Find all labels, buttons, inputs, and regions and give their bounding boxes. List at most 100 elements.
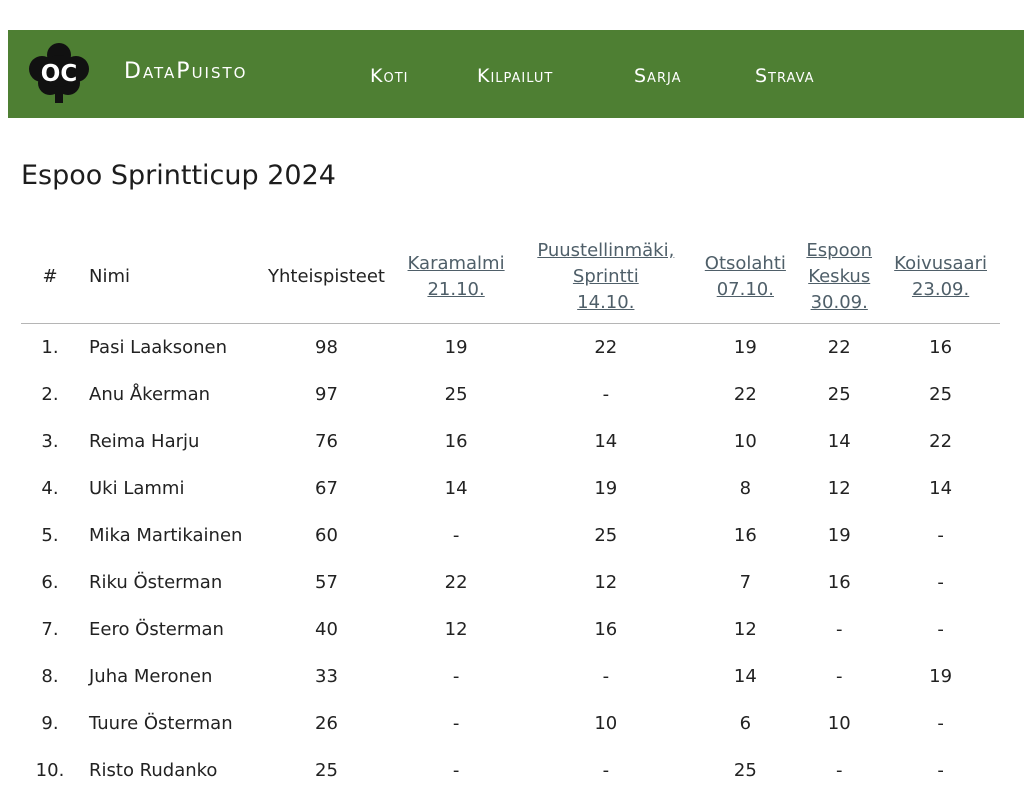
score-cell: 16 bbox=[594, 619, 618, 640]
header-event-puustellinmaki: Puustellinmäki, Sprintti 14.10. bbox=[518, 230, 694, 324]
score-cell: 14 bbox=[594, 431, 618, 452]
score-cell: 25 bbox=[444, 384, 468, 405]
score-cell: - bbox=[937, 525, 944, 546]
rank-cell: 3. bbox=[41, 431, 59, 452]
table-row: 9. Tuure Österman 26 - 10 6 10 - bbox=[21, 700, 1000, 747]
score-cell: - bbox=[452, 666, 460, 687]
score-cell: 22 bbox=[594, 337, 618, 358]
table-row: 7. Eero Österman 40 12 16 12 - - bbox=[21, 606, 1000, 653]
rank-cell: 4. bbox=[41, 478, 59, 499]
score-cell: - bbox=[602, 384, 610, 405]
nav-sarja[interactable]: Sarja bbox=[634, 65, 682, 87]
score-cell: 16 bbox=[929, 337, 953, 358]
score-cell: 16 bbox=[444, 431, 468, 452]
header-event-koivusaari: Koivusaari 23.09. bbox=[881, 230, 1000, 324]
standings-table: # Nimi Yhteispisteet Karamalmi 21.10. Puu… bbox=[21, 230, 1000, 794]
header-event-otsolahti: Otsolahti 07.10. bbox=[693, 230, 798, 324]
logo-text: OC bbox=[41, 61, 77, 87]
table-row: 4. Uki Lammi 67 14 19 8 12 14 bbox=[21, 465, 1000, 512]
score-cell: 14 bbox=[827, 431, 851, 452]
score-cell: - bbox=[602, 666, 610, 687]
event-link-otsolahti[interactable]: Otsolahti 07.10. bbox=[704, 252, 786, 300]
score-cell: 8 bbox=[739, 478, 752, 499]
rank-cell: 8. bbox=[41, 666, 59, 687]
event-link-koivusaari[interactable]: Koivusaari 23.09. bbox=[894, 252, 987, 300]
score-cell: 12 bbox=[827, 478, 851, 499]
name-cell: Risto Rudanko bbox=[89, 760, 218, 781]
score-cell: - bbox=[602, 760, 610, 781]
score-cell: 22 bbox=[929, 431, 953, 452]
page-title: Espoo Sprintticup 2024 bbox=[21, 160, 336, 191]
name-cell: Juha Meronen bbox=[89, 666, 213, 687]
nav-strava[interactable]: Strava bbox=[755, 65, 815, 87]
top-navbar: OC DataPuisto Koti Kilpailut Sarja Strav… bbox=[8, 30, 1024, 118]
score-cell: 22 bbox=[827, 337, 851, 358]
nav-kilpailut[interactable]: Kilpailut bbox=[477, 65, 554, 87]
score-cell: - bbox=[937, 713, 944, 734]
score-cell: 7 bbox=[739, 572, 752, 593]
table-row: 8. Juha Meronen 33 - - 14 - 19 bbox=[21, 653, 1000, 700]
table-row: 2. Anu Åkerman 97 25 - 22 25 25 bbox=[21, 371, 1000, 418]
score-cell: - bbox=[937, 572, 944, 593]
score-cell: 16 bbox=[827, 572, 851, 593]
total-cell: 26 bbox=[315, 713, 338, 734]
header-name: Nimi bbox=[79, 230, 259, 324]
score-cell: 25 bbox=[827, 384, 851, 405]
score-cell: 6 bbox=[739, 713, 752, 734]
name-cell: Tuure Österman bbox=[89, 713, 233, 734]
table-row: 1. Pasi Laaksonen 98 19 22 19 22 16 bbox=[21, 324, 1000, 372]
total-cell: 97 bbox=[315, 384, 338, 405]
tree-logo-icon[interactable]: OC bbox=[28, 41, 90, 103]
score-cell: 16 bbox=[733, 525, 757, 546]
score-cell: 14 bbox=[444, 478, 468, 499]
rank-cell: 1. bbox=[41, 337, 59, 358]
name-cell: Reima Harju bbox=[89, 431, 200, 452]
score-cell: 19 bbox=[827, 525, 851, 546]
score-cell: 12 bbox=[733, 619, 757, 640]
score-cell: 14 bbox=[733, 666, 757, 687]
event-link-puustellinmaki[interactable]: Puustellinmäki, Sprintti 14.10. bbox=[537, 239, 675, 313]
event-link-karamalmi[interactable]: Karamalmi 21.10. bbox=[407, 252, 505, 300]
score-cell: 25 bbox=[929, 384, 953, 405]
rank-cell: 5. bbox=[41, 525, 59, 546]
total-cell: 57 bbox=[315, 572, 338, 593]
score-cell: 19 bbox=[929, 666, 953, 687]
score-cell: 19 bbox=[594, 478, 618, 499]
score-cell: - bbox=[835, 760, 843, 781]
score-cell: 10 bbox=[827, 713, 851, 734]
score-cell: 22 bbox=[733, 384, 757, 405]
header-rank: # bbox=[21, 230, 79, 324]
table-header-row: # Nimi Yhteispisteet Karamalmi 21.10. Puu… bbox=[21, 230, 1000, 324]
header-event-espoon-keskus: Espoon Keskus 30.09. bbox=[797, 230, 882, 324]
total-cell: 25 bbox=[315, 760, 338, 781]
name-cell: Eero Österman bbox=[89, 619, 224, 640]
nav-koti[interactable]: Koti bbox=[370, 65, 409, 87]
table-row: 5. Mika Martikainen 60 - 25 16 19 - bbox=[21, 512, 1000, 559]
score-cell: 12 bbox=[444, 619, 468, 640]
score-cell: - bbox=[452, 760, 460, 781]
table-row: 6. Riku Österman 57 22 12 7 16 - bbox=[21, 559, 1000, 606]
name-cell: Pasi Laaksonen bbox=[89, 337, 227, 358]
score-cell: - bbox=[835, 619, 843, 640]
name-cell: Anu Åkerman bbox=[89, 384, 211, 405]
rank-cell: 9. bbox=[41, 713, 59, 734]
rank-cell: 2. bbox=[41, 384, 59, 405]
table-row: 10. Risto Rudanko 25 - - 25 - - bbox=[21, 747, 1000, 794]
rank-cell: 10. bbox=[35, 760, 65, 781]
score-cell: 19 bbox=[444, 337, 468, 358]
total-cell: 33 bbox=[315, 666, 338, 687]
score-cell: 10 bbox=[733, 431, 757, 452]
header-event-karamalmi: Karamalmi 21.10. bbox=[394, 230, 519, 324]
header-total: Yhteispisteet bbox=[259, 230, 394, 324]
score-cell: - bbox=[937, 619, 944, 640]
score-cell: - bbox=[835, 666, 843, 687]
score-cell: 10 bbox=[594, 713, 618, 734]
name-cell: Mika Martikainen bbox=[89, 525, 243, 546]
score-cell: - bbox=[937, 760, 944, 781]
event-link-espoon-keskus[interactable]: Espoon Keskus 30.09. bbox=[806, 239, 873, 313]
brand-link[interactable]: DataPuisto bbox=[124, 59, 248, 84]
score-cell: 25 bbox=[594, 525, 618, 546]
name-cell: Riku Österman bbox=[89, 572, 223, 593]
rank-cell: 6. bbox=[41, 572, 59, 593]
score-cell: 25 bbox=[733, 760, 757, 781]
